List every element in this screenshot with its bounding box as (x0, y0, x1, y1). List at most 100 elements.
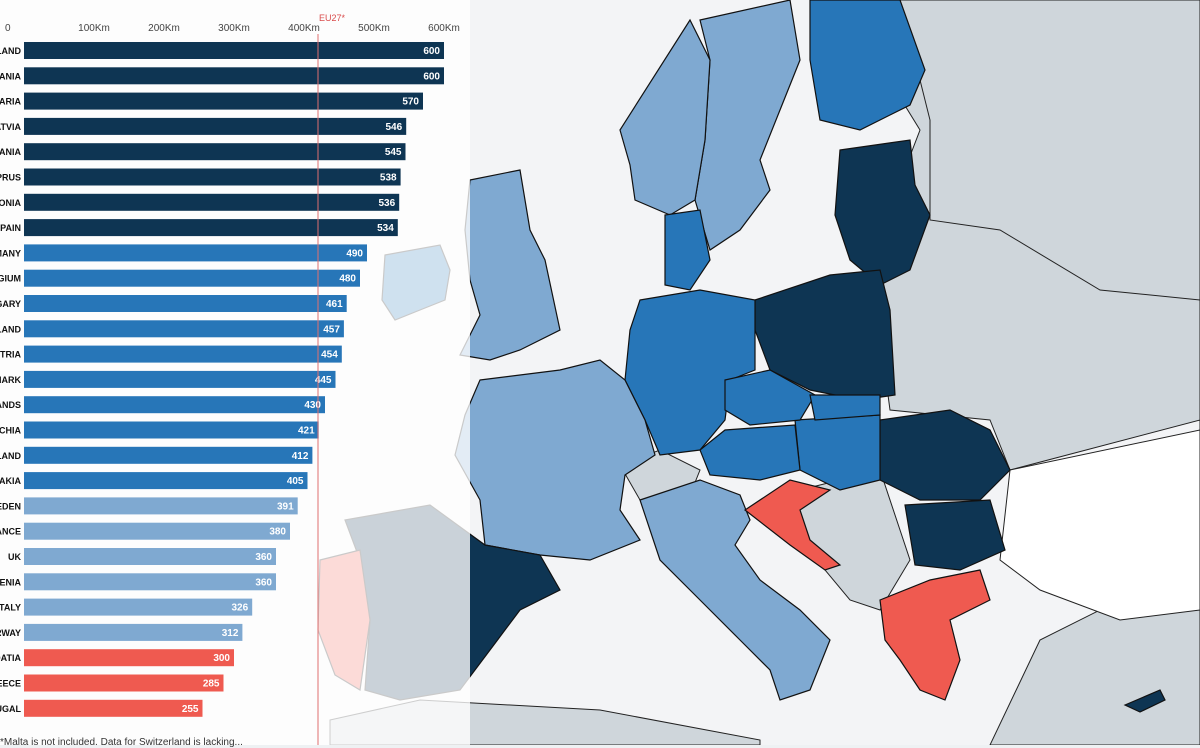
bar (24, 421, 319, 439)
bar-category-label: IRELAND (0, 451, 21, 461)
bar (24, 92, 423, 110)
map-region-finland (809, 0, 926, 131)
bar-value-label: 545 (385, 147, 402, 158)
bar-category-label: GREECE (0, 679, 21, 689)
axis-tick-label: 0 (5, 23, 11, 34)
map-region-greece (879, 569, 991, 701)
bar-category-label: LITHUANIA (0, 71, 21, 81)
map-region-norway (619, 18, 711, 216)
bar (24, 472, 308, 490)
bar-value-label: 536 (379, 198, 396, 209)
map-region-austria (699, 424, 801, 481)
bar-value-label: 430 (304, 400, 321, 411)
axis-tick-label: 400Km (288, 23, 320, 34)
bar-category-label: DENMARK (0, 375, 21, 385)
bar-value-label: 255 (182, 704, 199, 715)
bar-value-label: 480 (339, 274, 356, 285)
bar (24, 320, 344, 338)
map-region-italy (639, 479, 831, 701)
reference-line-label: EU27* (319, 13, 346, 23)
map-region-slovakia (809, 394, 881, 421)
axis-ticks: 0 100Km 200Km 300Km 400Km 500Km 600Km (5, 23, 460, 34)
bar-value-label: 300 (213, 653, 230, 664)
footnote: *Malta is not included. Data for Switzer… (0, 737, 243, 748)
bar (24, 674, 224, 692)
bar (24, 623, 243, 641)
bar-category-label: SPAIN (0, 223, 21, 233)
bar-category-label: CYPRUS (0, 173, 21, 183)
reference-line-group: EU27* (317, 13, 346, 745)
bar-value-label: 600 (423, 71, 440, 82)
bar-value-label: 312 (222, 628, 239, 639)
bar-value-label: 360 (255, 577, 272, 588)
bar (24, 446, 313, 464)
bar-category-label: FINLAND (0, 324, 21, 334)
axis-tick-label: 600Km (428, 23, 460, 34)
bar-category-label: LATVIA (0, 122, 21, 132)
bars: POLAND 600 LITHUANIA 600 BULGARIA 570 LATVIA 54… (0, 42, 444, 717)
bar-value-label: 600 (423, 46, 440, 57)
bar-value-label: 326 (232, 603, 249, 614)
bar (24, 345, 342, 363)
bar-category-label: UK (8, 552, 21, 562)
bar-category-label: BELGIUM (0, 274, 21, 284)
bar-category-label: FRANCE (0, 527, 21, 537)
bar-value-label: 380 (269, 527, 286, 538)
map-region-bulgaria (904, 499, 1006, 571)
bar-category-label: CROATIA (0, 653, 21, 663)
bar-category-label: AUSTRIA (0, 350, 21, 360)
bar-category-label: HUNGARY (0, 299, 21, 309)
bar (24, 522, 290, 540)
bar-category-label: SLOVAKIA (0, 476, 21, 486)
bar-category-label: NETHERLANDS (0, 400, 21, 410)
bar (24, 598, 253, 616)
map-region-russia-west (899, 0, 1200, 301)
bar (24, 370, 336, 388)
map-region-czechia (724, 369, 816, 426)
bar (24, 396, 325, 414)
map-region-estonia-latvia-lithuania (834, 139, 931, 286)
bar-value-label: 391 (277, 501, 294, 512)
bar-value-label: 546 (386, 122, 403, 133)
bar (24, 497, 298, 515)
bar-value-label: 285 (203, 679, 220, 690)
bar (24, 548, 276, 565)
bar-category-label: SWEDEN (0, 501, 21, 511)
bar-category-label: POLAND (0, 46, 22, 56)
bar (24, 649, 234, 667)
bar-category-label: BULGARIA (0, 97, 21, 107)
bar (24, 699, 203, 717)
bar-category-label: SLOVENIA (0, 577, 21, 587)
map-region-denmark (664, 209, 711, 291)
bar-category-label: CZECHIA (0, 426, 21, 436)
bar (24, 193, 400, 211)
bar (24, 295, 347, 312)
map-region-cyprus (1123, 689, 1166, 713)
bar-value-label: 490 (346, 248, 363, 259)
map-countries (317, 0, 1166, 713)
bar-value-label: 454 (321, 350, 338, 361)
bar-value-label: 405 (287, 476, 304, 487)
bar (24, 143, 406, 161)
bar-value-label: 538 (380, 173, 397, 184)
map-region-croatia (743, 479, 842, 571)
bar-category-label: ITALY (0, 603, 21, 613)
bar (24, 67, 444, 85)
bar-value-label: 534 (377, 223, 394, 234)
axis-tick-label: 500Km (358, 23, 390, 34)
bar-value-label: 421 (298, 426, 315, 437)
bar (24, 244, 367, 262)
bar-category-label: PORTUGAL (0, 704, 22, 714)
bar (24, 269, 360, 287)
bar-value-label: 412 (292, 451, 309, 462)
axis-tick-label: 300Km (218, 23, 250, 34)
bar-category-label: ESTONIA (0, 198, 21, 208)
bar (24, 573, 276, 591)
bar-category-label: ROMANIA (0, 147, 21, 157)
bar (24, 117, 407, 135)
map-region-romania (879, 409, 1011, 501)
map-region-turkey (999, 429, 1200, 621)
bar-value-label: 445 (315, 375, 332, 386)
bar (24, 219, 398, 237)
